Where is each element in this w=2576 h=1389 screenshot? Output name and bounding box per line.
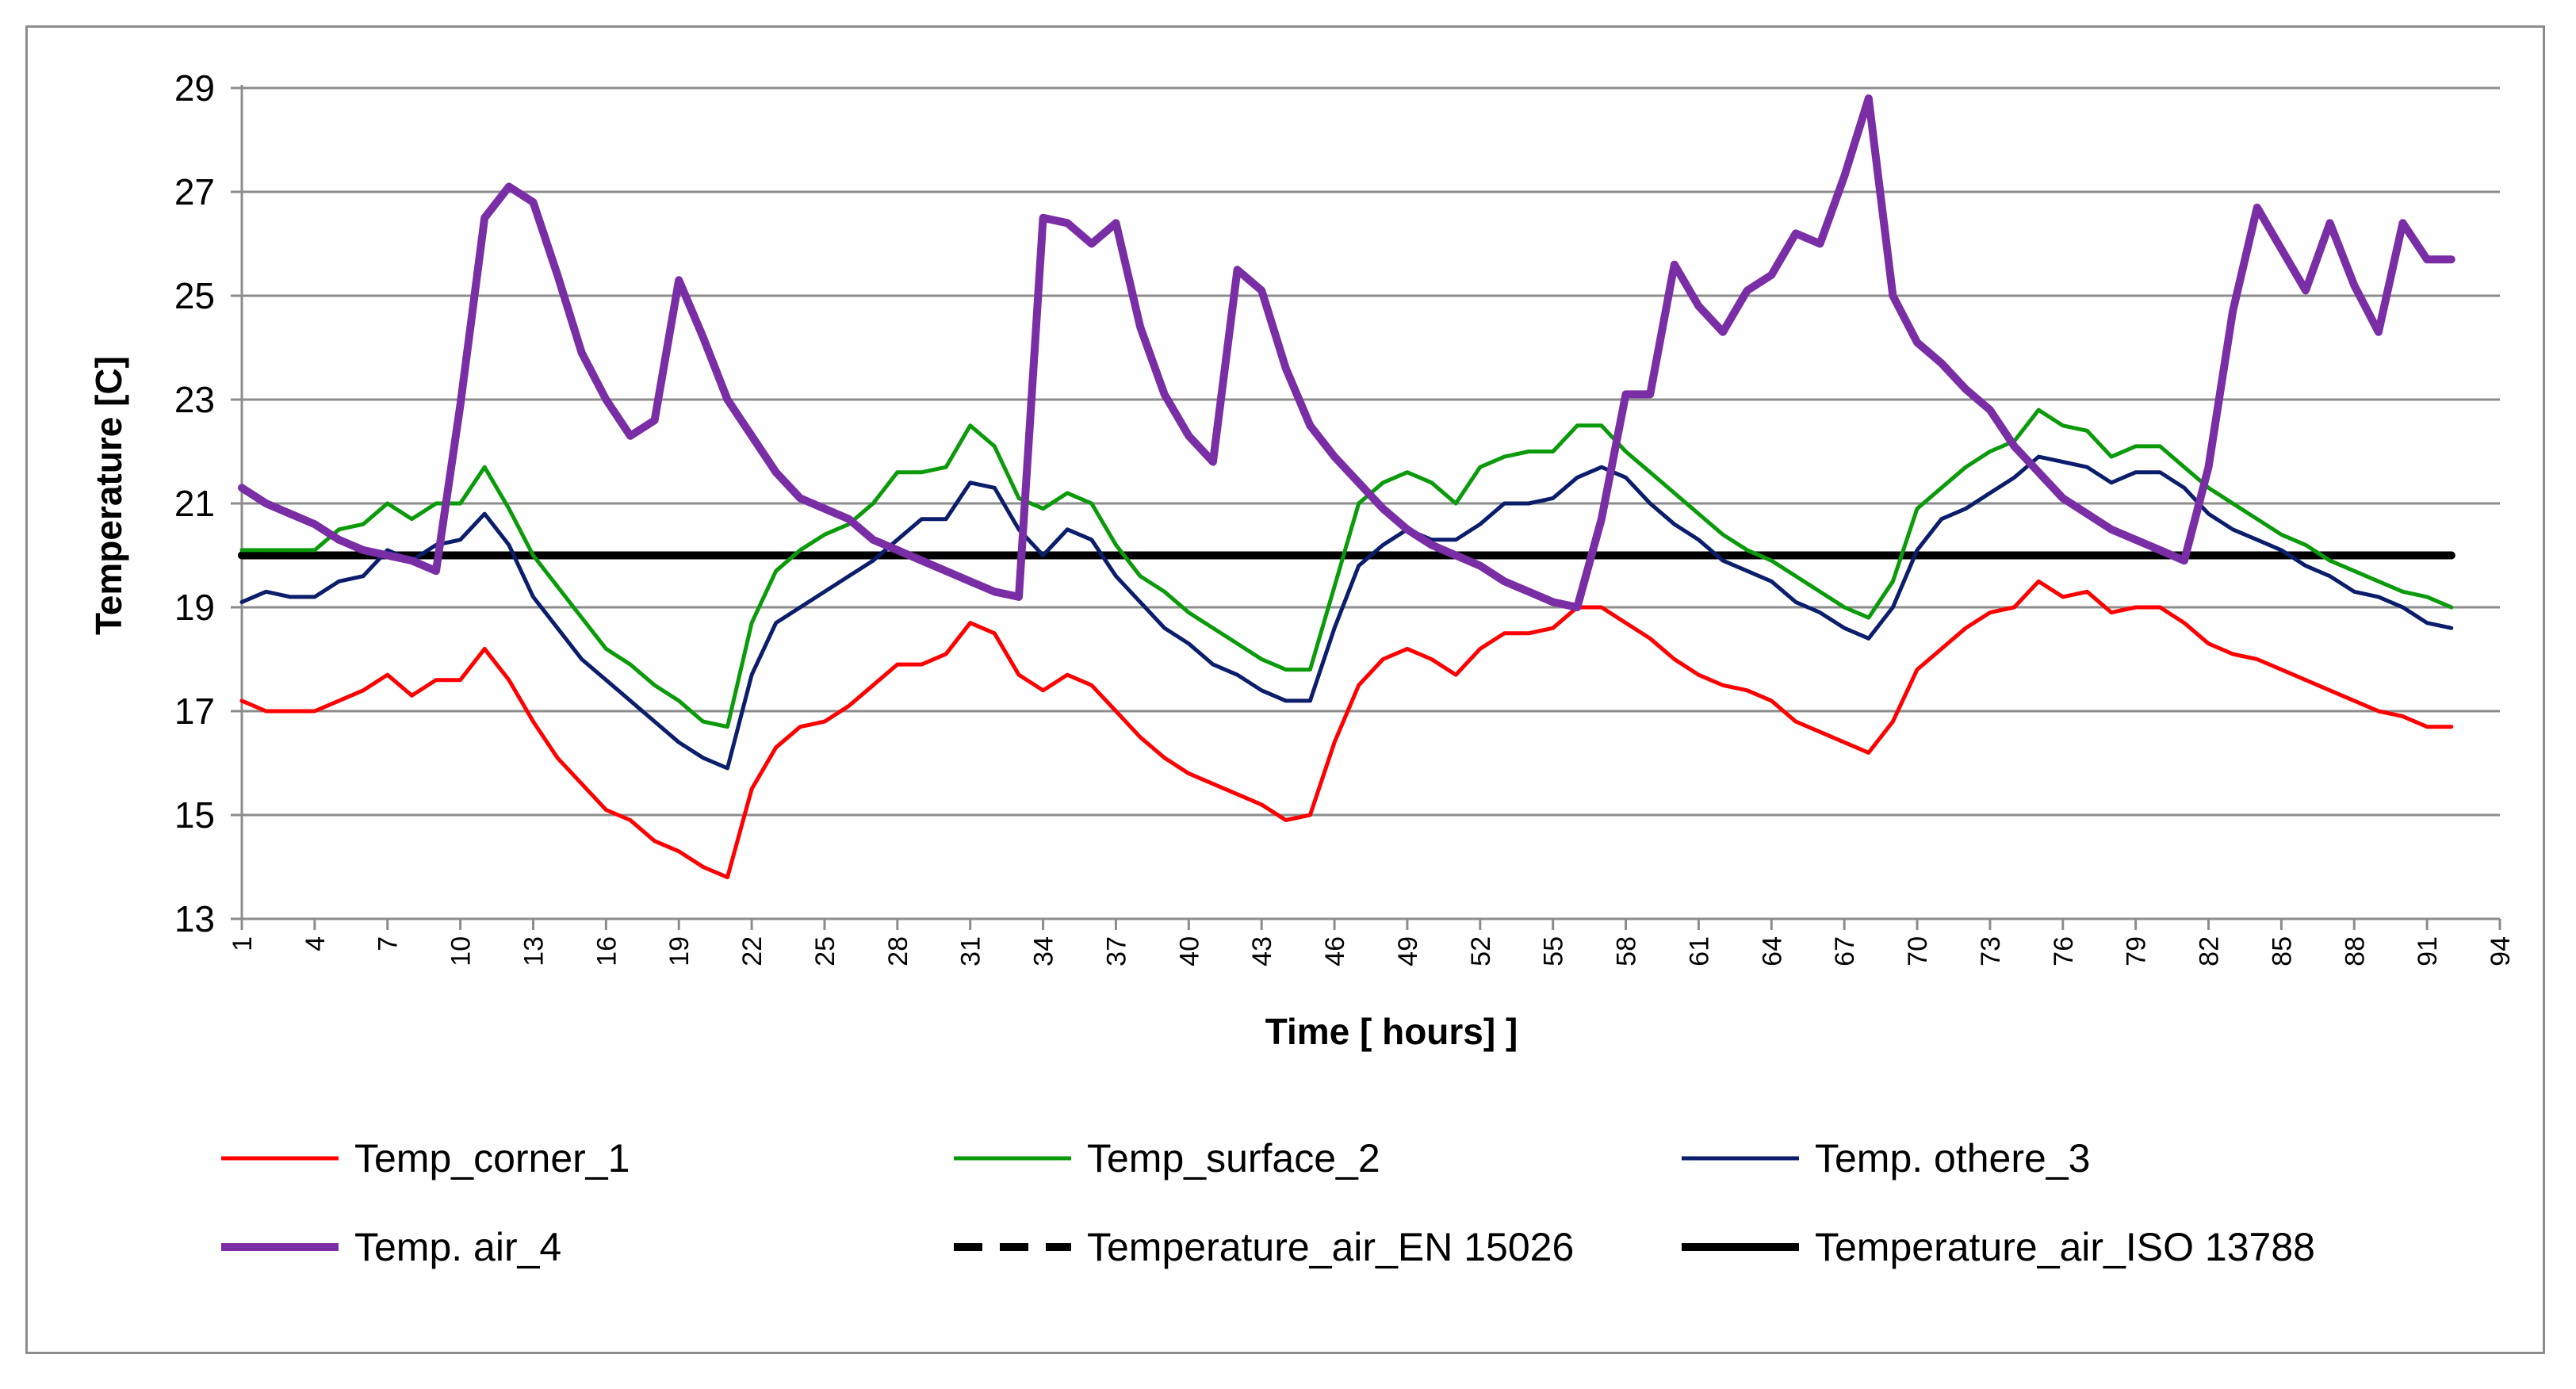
y-tick-label: 21: [174, 483, 215, 524]
x-tick-label: 55: [1539, 936, 1569, 966]
x-tick-label: 43: [1247, 936, 1277, 966]
x-tick-label: 16: [591, 936, 622, 966]
series-line-3: [238, 94, 2455, 611]
x-tick-label: 64: [1757, 936, 1787, 966]
x-tick-label: 49: [1393, 936, 1423, 966]
gridlines: [231, 86, 2500, 920]
legend: Temp_corner_1 Temp_surface_2 Temp. othere_…: [221, 1136, 2315, 1269]
legend-label-3: Temp. air_4: [354, 1225, 561, 1269]
legend-label-4: Temperature_air_EN 15026: [1087, 1225, 1574, 1269]
y-tick-label: 15: [174, 794, 215, 836]
chart-container: 13 15 17 19 21 23 25 27 29 1 4 7 10 13 16 19 22 25 28 31 34…: [25, 25, 2545, 1354]
y-tick-label: 13: [174, 898, 215, 939]
y-tick-labels: 13 15 17 19 21 23 25 27 29: [174, 67, 215, 939]
x-tick-label: 40: [1174, 936, 1204, 966]
x-tick-label: 58: [1612, 936, 1642, 966]
x-tick-label: 61: [1684, 936, 1714, 966]
y-tick-label: 25: [174, 275, 215, 316]
x-axis-title: Time [ hours] ]: [1265, 1011, 1518, 1052]
x-tick-label: 85: [2267, 936, 2297, 966]
y-tick-label: 19: [174, 587, 215, 628]
x-tick-label: 22: [737, 936, 767, 966]
x-tick-label: 91: [2413, 936, 2443, 966]
x-tick-label: 70: [1903, 936, 1933, 966]
x-tick-label: 28: [883, 936, 913, 966]
x-tick-label: 73: [1976, 936, 2006, 966]
x-tick-label: 7: [373, 936, 404, 951]
series-line-0: [239, 579, 2454, 880]
series-lines: [238, 94, 2455, 880]
x-tick-label: 88: [2340, 936, 2370, 966]
x-tick-label: 19: [664, 936, 695, 966]
x-tick-label: 37: [1101, 936, 1131, 966]
x-tick-label: 1: [228, 936, 258, 951]
series-line-2: [239, 454, 2454, 771]
y-tick-label: 17: [174, 691, 215, 732]
x-tick-label: 10: [446, 936, 477, 966]
y-axis-title: Temperature [C]: [88, 356, 129, 635]
x-tick-label: 46: [1320, 936, 1350, 966]
x-tick-label: 31: [956, 936, 986, 966]
legend-label-5: Temperature_air_ISO 13788: [1815, 1225, 2315, 1269]
line-chart: 13 15 17 19 21 23 25 27 29 1 4 7 10 13 16 19 22 25 28 31 34…: [88, 67, 2516, 1269]
x-tick-label: 67: [1830, 936, 1860, 966]
y-tick-label: 29: [174, 67, 215, 109]
x-tick-label: 4: [300, 936, 331, 951]
x-tick-label: 76: [2049, 936, 2079, 966]
series-line-1: [239, 408, 2454, 729]
legend-label-1: Temp_surface_2: [1087, 1136, 1380, 1180]
x-tick-label: 94: [2486, 936, 2516, 966]
x-tick-labels: 1 4 7 10 13 16 19 22 25 28 31 34 37 40 43 46 49 52 55 58 61 6…: [228, 936, 2516, 966]
y-tick-label: 23: [174, 379, 215, 420]
x-tick-label: 52: [1466, 936, 1496, 966]
x-tick-label: 79: [2122, 936, 2152, 966]
x-tick-label: 34: [1029, 936, 1059, 966]
legend-label-2: Temp. othere_3: [1815, 1136, 2090, 1180]
y-tick-label: 27: [174, 171, 215, 212]
axes: [240, 85, 2501, 930]
x-tick-label: 13: [519, 936, 549, 966]
x-tick-label: 82: [2195, 936, 2225, 966]
legend-label-0: Temp_corner_1: [354, 1136, 630, 1180]
x-tick-label: 25: [810, 936, 840, 966]
